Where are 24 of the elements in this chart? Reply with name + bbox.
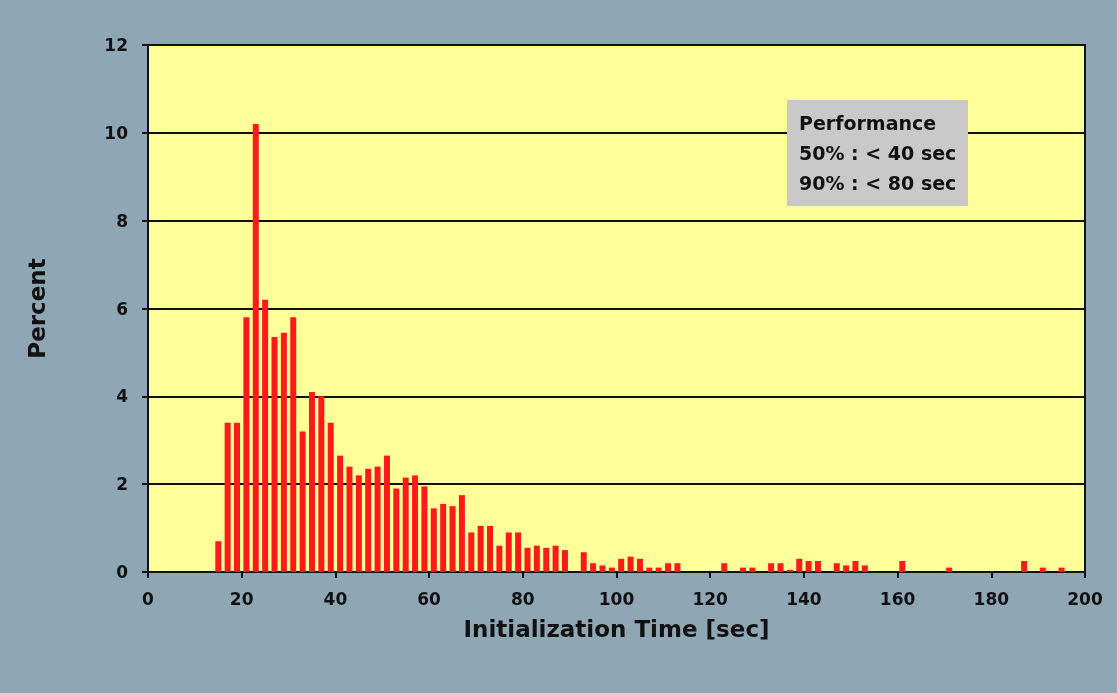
- x-tick-label: 0: [142, 588, 155, 609]
- annotation: 90% : < 80 sec: [799, 171, 957, 196]
- x-tick-label: 80: [510, 588, 535, 609]
- y-tick-label: 12: [104, 35, 128, 55]
- x-tick-label: 140: [786, 588, 822, 609]
- y-tick-label: 10: [104, 122, 129, 143]
- y-tick-label: 8: [116, 210, 128, 231]
- note-box: Performance 50% : < 40 sec 90% : < 80 sec: [787, 100, 969, 206]
- x-tick-label: 100: [598, 588, 635, 609]
- y-tick-label: 6: [116, 298, 128, 319]
- annotation: 50% : < 40 sec: [799, 141, 957, 166]
- y-tick-label: 4: [116, 386, 129, 407]
- x-tick-label: 20: [229, 588, 254, 609]
- annotation: Performance: [799, 111, 938, 136]
- x-axis-title: Initialization Time [sec]: [463, 615, 770, 642]
- x-tick-label: 120: [692, 588, 729, 609]
- y-tick-label: 0: [116, 562, 129, 582]
- x-tick-label: 60: [417, 588, 442, 609]
- x-tick-label: 40: [323, 588, 348, 609]
- y-axis-title: Percent: [23, 258, 50, 359]
- x-tick-label: 200: [1067, 588, 1103, 609]
- x-tick-label: 160: [879, 588, 916, 609]
- y-tick-label: 2: [116, 474, 128, 495]
- x-tick-label: 180: [973, 588, 1010, 609]
